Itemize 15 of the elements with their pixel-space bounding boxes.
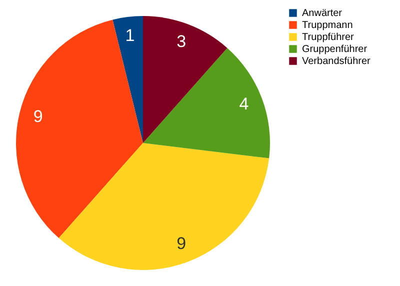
pie-slice (112, 16, 143, 143)
legend-label: Truppmann (302, 20, 353, 31)
data-label: 9 (176, 234, 186, 253)
legend-label: Truppführer (302, 32, 355, 43)
pie-slice (58, 143, 270, 270)
legend-label: Verbandsführer (302, 56, 372, 67)
legend-label: Anwärter (302, 8, 343, 19)
legend-label: Gruppenführer (302, 44, 368, 55)
pie-slice (143, 16, 228, 143)
data-label: 4 (239, 94, 249, 114)
data-label: 1 (125, 26, 135, 45)
data-label: 3 (176, 32, 186, 52)
pie-slice (16, 20, 143, 238)
data-label: 9 (33, 107, 43, 126)
pie-slice (143, 48, 270, 158)
